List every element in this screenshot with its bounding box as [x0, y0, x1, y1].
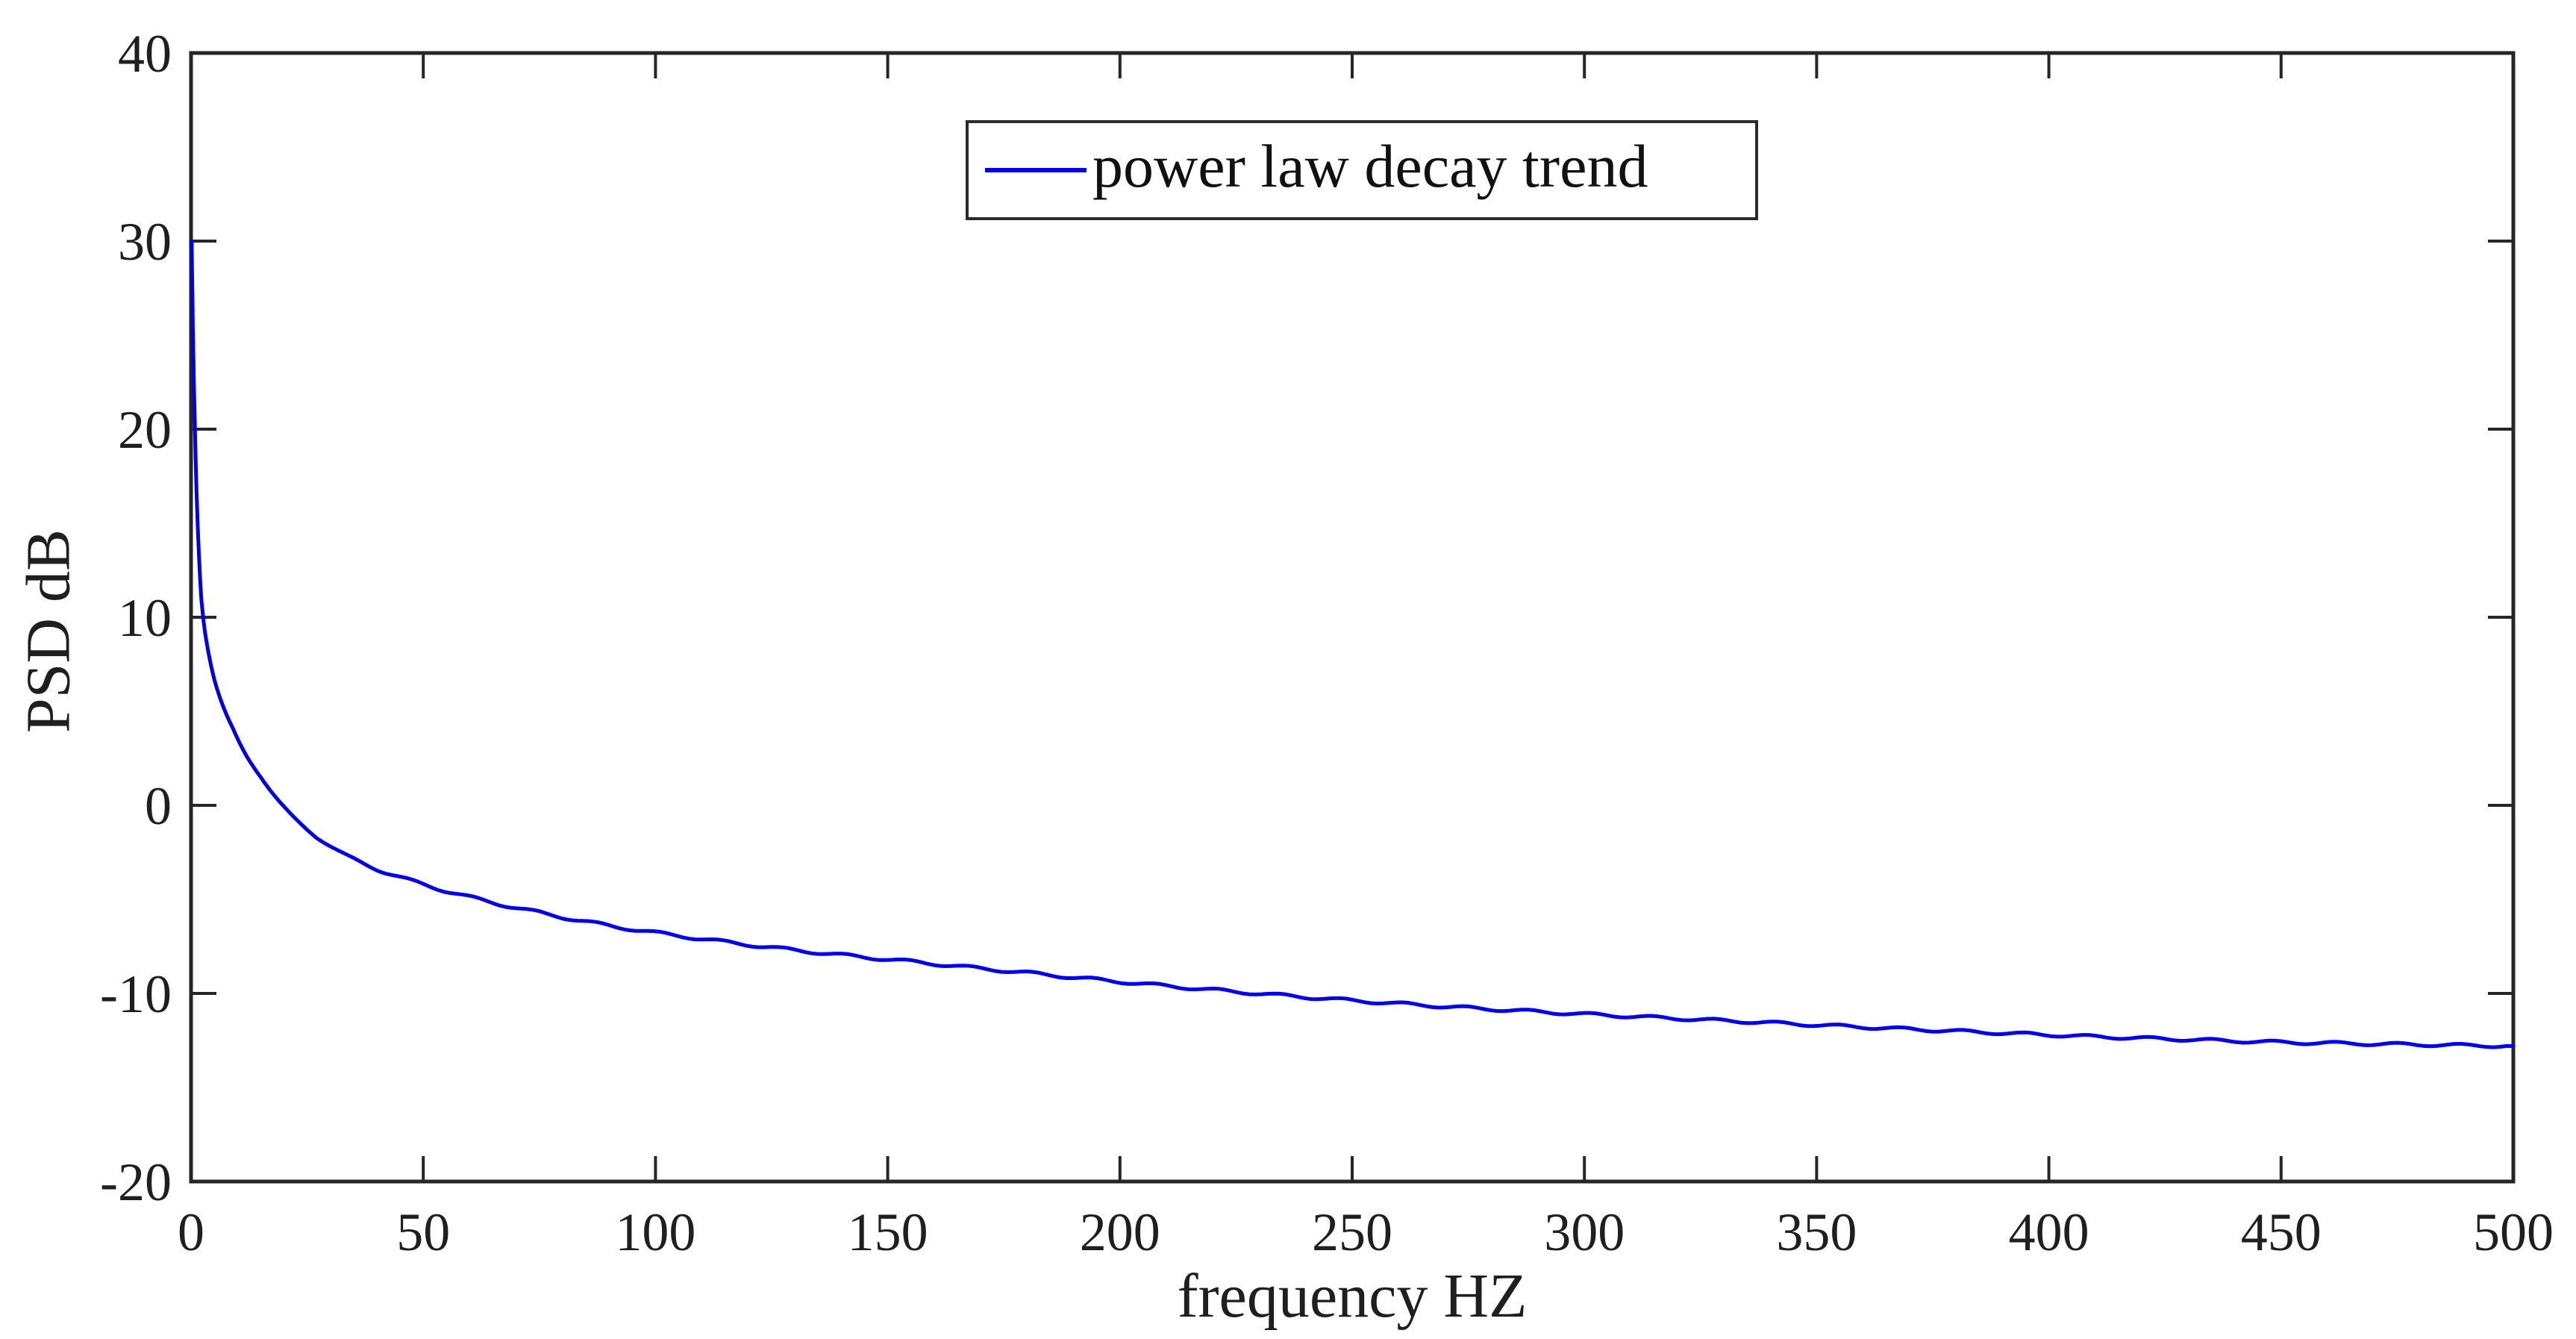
legend: power law decay trend [966, 120, 1758, 220]
psd-curve [190, 239, 2516, 1049]
x-tick-label: 150 [848, 1202, 928, 1262]
x-tick-label: 0 [178, 1202, 204, 1262]
y-tick-label: -20 [100, 1152, 172, 1212]
x-tick-label: 50 [396, 1202, 450, 1262]
x-tick-label: 500 [2473, 1202, 2554, 1262]
x-tick-label: 100 [615, 1202, 695, 1262]
x-axis-title: frequency HZ [1177, 1261, 1528, 1331]
x-tick-label: 300 [1544, 1202, 1625, 1262]
legend-line-sample-icon [985, 168, 1087, 172]
y-axis-title: PSD dB [13, 528, 84, 734]
legend-label: power law decay trend [1092, 132, 1648, 200]
x-tick-label: 200 [1080, 1202, 1160, 1262]
y-tick-label: 20 [118, 400, 172, 460]
y-tick-label: 40 [118, 24, 172, 84]
y-tick-label: 10 [118, 588, 172, 648]
x-tick-label: 350 [1776, 1202, 1857, 1262]
plot-border [189, 51, 2516, 1184]
x-tick-label: 450 [2241, 1202, 2322, 1262]
x-tick-label: 250 [1312, 1202, 1392, 1262]
x-tick-label: 400 [2009, 1202, 2089, 1262]
y-tick-label: 30 [118, 212, 172, 272]
y-tick-label: 0 [145, 776, 172, 836]
y-tick-label: -10 [100, 964, 172, 1024]
